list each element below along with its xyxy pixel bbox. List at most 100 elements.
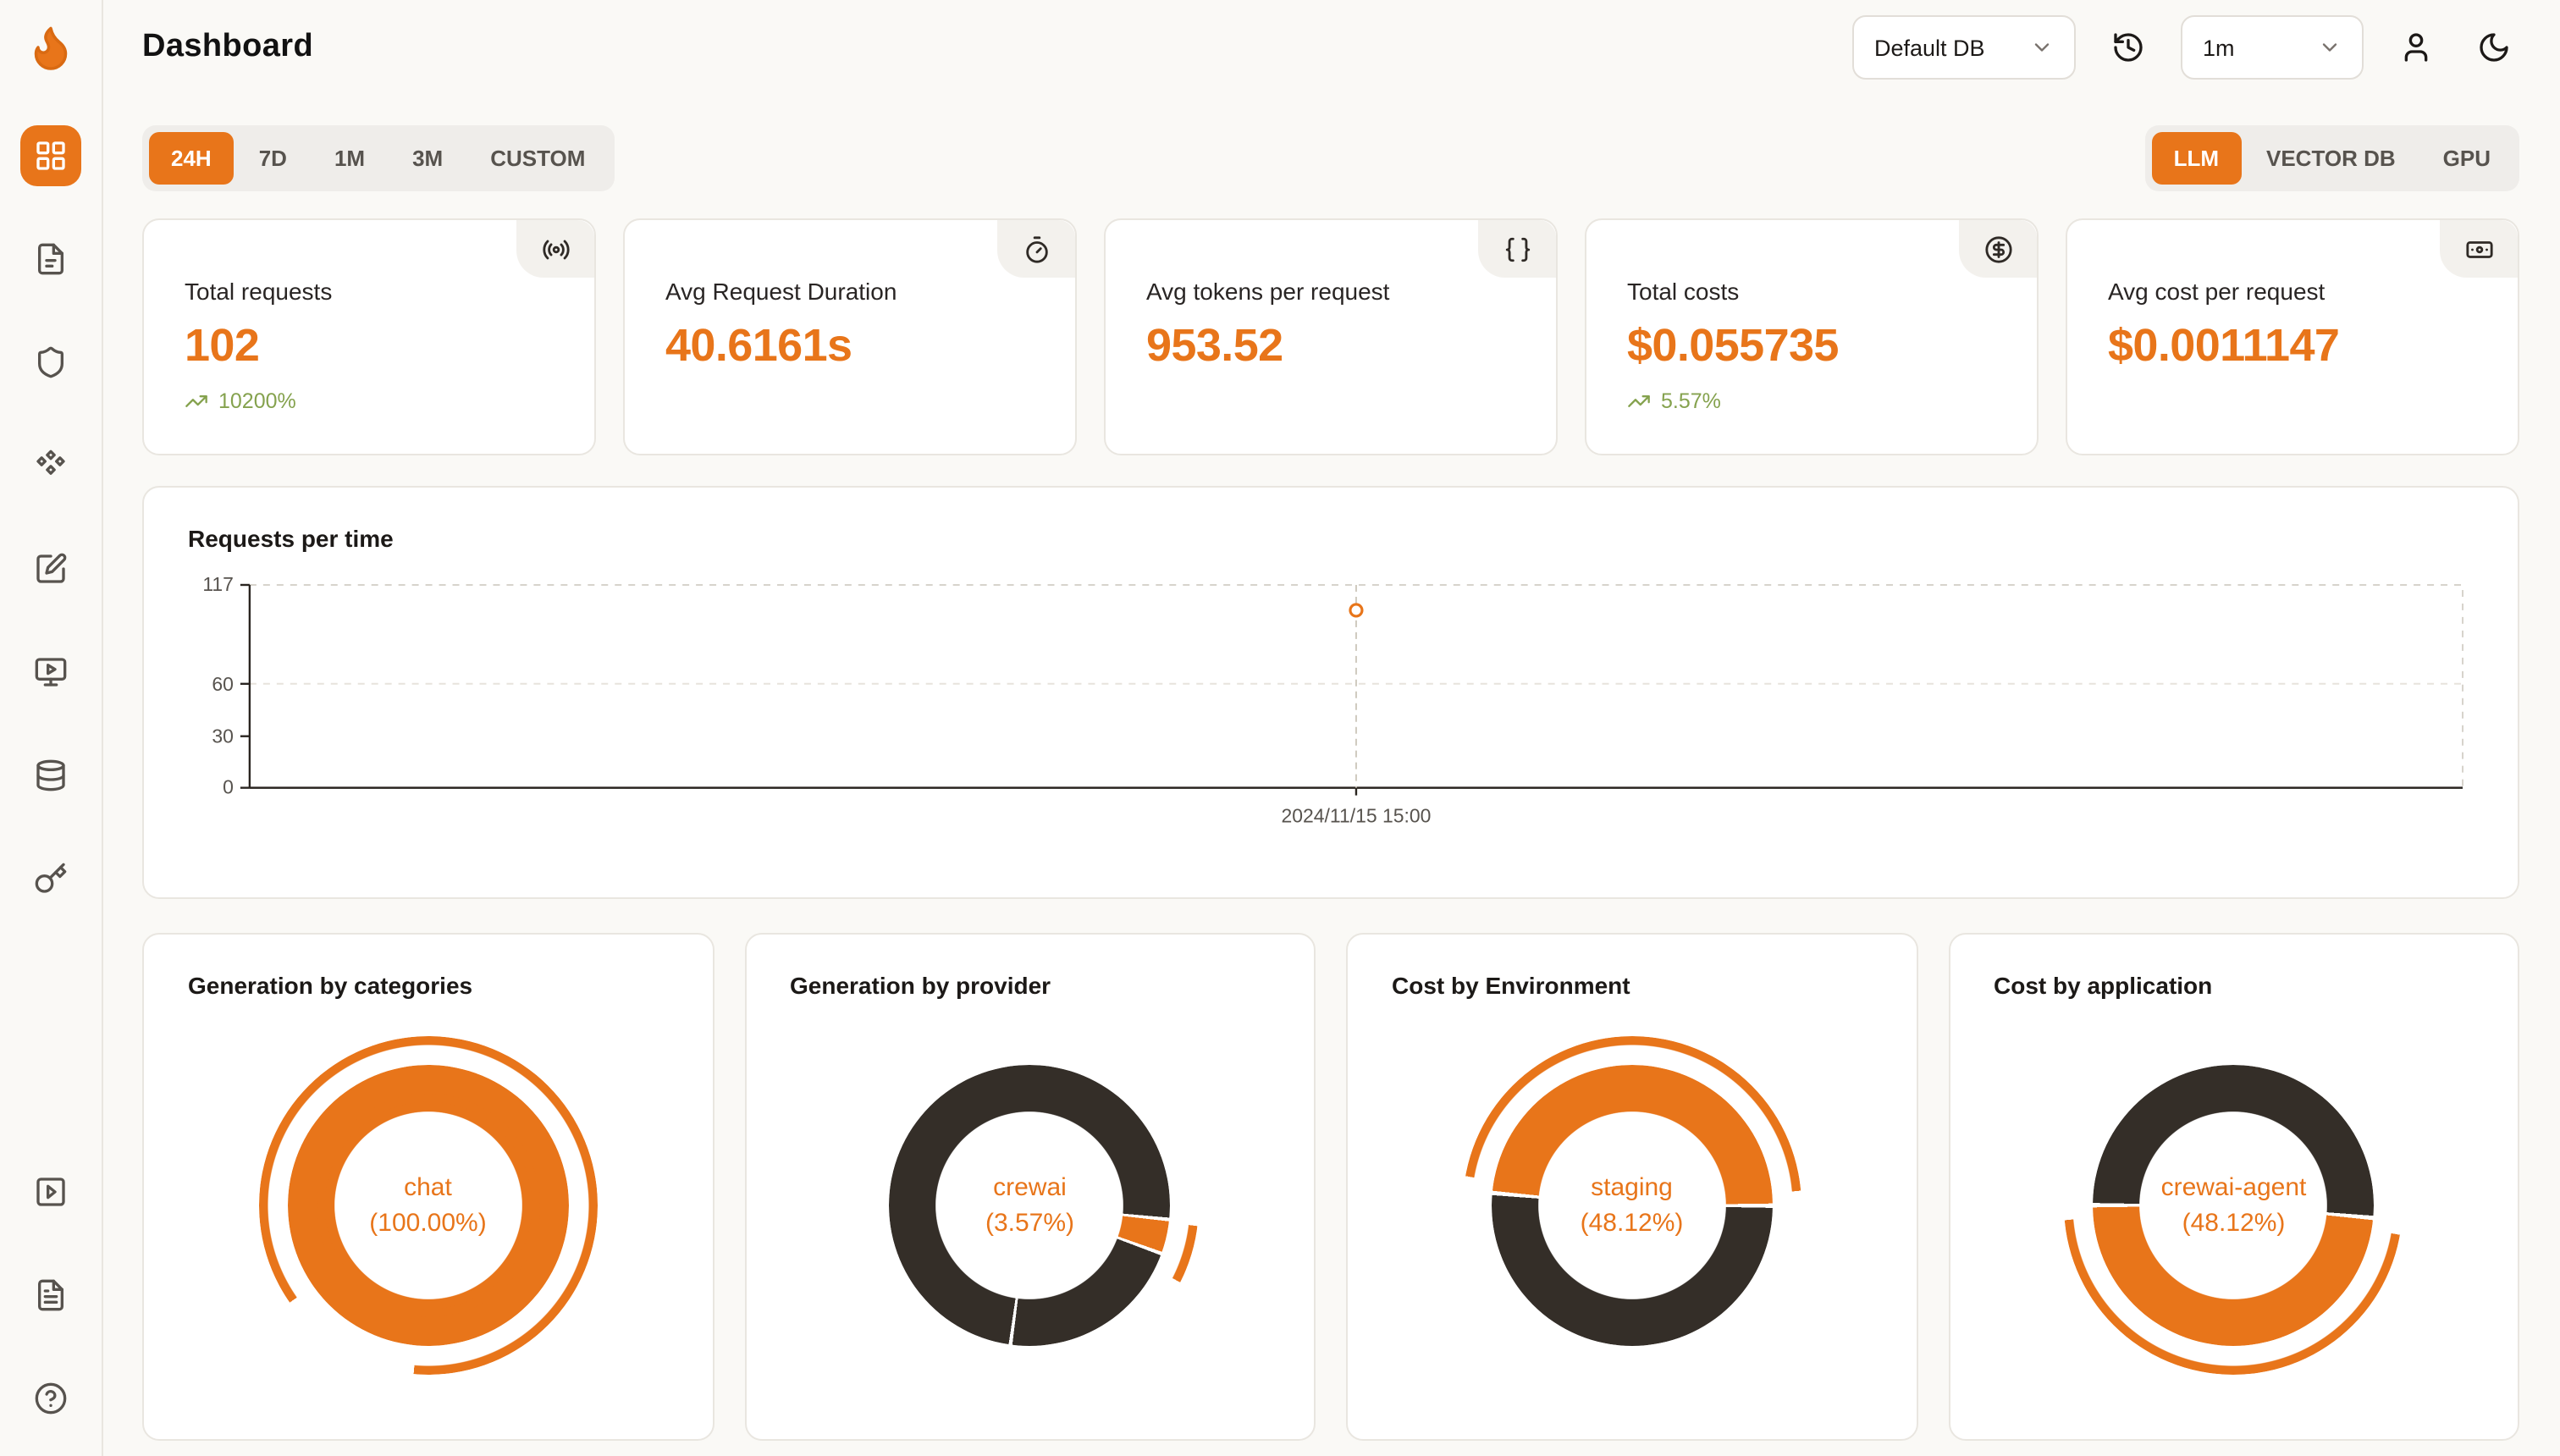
user-menu-button[interactable]: [2391, 22, 2441, 73]
sidebar-item-docs[interactable]: [20, 1265, 81, 1326]
donut-label-name: crewai: [993, 1173, 1067, 1202]
trending-up-icon: [1628, 395, 1650, 407]
card-title: Generation by provider: [790, 972, 1051, 999]
stats-row: Total requests 102 10200% Avg Request Du…: [142, 218, 2519, 455]
stat-delta-value: 5.57%: [1661, 389, 1721, 413]
tab-7d[interactable]: 7D: [258, 146, 287, 171]
donut-ring[interactable]: [2093, 1065, 2375, 1346]
stat-label: Total requests: [185, 278, 333, 305]
stat-label: Total costs: [1627, 278, 1740, 305]
donut-label-name: chat: [404, 1173, 452, 1202]
donut-label-name: staging: [1591, 1173, 1673, 1202]
stat-card-total-costs: Total costs $0.055735 5.57%: [1585, 218, 2039, 455]
y-tick-label: 30: [212, 725, 234, 747]
shield-icon: [38, 346, 64, 378]
file-request-icon: [38, 243, 64, 275]
chart-title: Requests per time: [188, 525, 394, 552]
stat-value: 40.6161s: [665, 320, 852, 371]
cost-by-application-card: Cost by application crewai-agent (48.12%…: [1948, 933, 2519, 1441]
radio-icon: [516, 220, 594, 278]
stat-value: 102: [185, 320, 260, 371]
donut-center-label: crewai (3.57%): [861, 1036, 1200, 1375]
layout-grid-icon: [36, 141, 65, 170]
square-play-icon: [36, 1177, 65, 1206]
generation-by-categories-card: Generation by categories chat (100.00%): [142, 933, 714, 1441]
database-icon: [36, 759, 65, 791]
donut-chart-categories: chat (100.00%): [258, 1036, 598, 1375]
stat-card-avg-cost: Avg cost per request $0.0011147: [2066, 218, 2519, 455]
donut-center-label: crewai-agent (48.12%): [2065, 1036, 2403, 1375]
stat-card-total-requests: Total requests 102 10200%: [142, 218, 596, 455]
sidebar-item-support[interactable]: [20, 1368, 81, 1429]
y-tick-label: 0: [223, 776, 234, 798]
donut-inner-arc: [316, 1094, 540, 1317]
file-text-icon: [38, 1279, 64, 1311]
refresh-interval-select[interactable]: 1m: [2181, 15, 2364, 80]
sidebar-item-exceptions[interactable]: [20, 332, 81, 393]
tab-1m[interactable]: 1M: [334, 146, 366, 171]
user-icon: [2404, 33, 2428, 62]
donut-ring[interactable]: [889, 1065, 1171, 1346]
stat-label: Avg tokens per request: [1146, 278, 1390, 305]
donut-center-label: staging (48.12%): [1463, 1036, 1801, 1375]
requests-per-time-card: Requests per time 117 60 30 0: [142, 486, 2519, 899]
chevron-down-icon: [2030, 36, 2054, 59]
sidebar: [0, 0, 103, 1456]
stat-label: Avg cost per request: [2108, 278, 2326, 305]
sidebar-item-api-keys[interactable]: [20, 848, 81, 909]
timer-icon: [997, 220, 1075, 278]
database-select[interactable]: Default DB: [1852, 15, 2076, 80]
sidebar-bottom-nav: [20, 1161, 81, 1456]
donut-ring[interactable]: [1491, 1065, 1773, 1346]
database-select-value: Default DB: [1874, 35, 1985, 60]
y-tick-label: 60: [212, 673, 234, 695]
generation-by-provider-card: Generation by provider crewai (3.57%): [744, 933, 1316, 1441]
donut-chart-environment: staging (48.12%): [1462, 1036, 1801, 1375]
mode-tabs: LLM VECTOR DB GPU: [2144, 125, 2519, 191]
tab-vector-db[interactable]: VECTOR DB: [2266, 146, 2396, 171]
donut-center-label: chat (100.00%): [259, 1036, 598, 1375]
time-range-tabs: 24H 7D 1M 3M CUSTOM: [142, 125, 615, 191]
header-controls: Default DB 1m: [1852, 15, 2519, 80]
circle-dollar-icon: [1959, 220, 2037, 278]
sidebar-item-playground[interactable]: [20, 642, 81, 703]
donut-label-percent: (3.57%): [985, 1209, 1075, 1238]
tab-gpu[interactable]: GPU: [2442, 146, 2491, 171]
donut-label-percent: (100.00%): [369, 1209, 487, 1238]
donut-charts-row: Generation by categories chat (100.00%) …: [142, 933, 2519, 1441]
tab-3m[interactable]: 3M: [412, 146, 444, 171]
app-logo[interactable]: [25, 0, 76, 95]
sidebar-item-getting-started[interactable]: [20, 1161, 81, 1222]
braces-icon: [1478, 220, 1556, 278]
y-tick-label: 117: [202, 573, 234, 595]
circle-help-icon: [35, 1382, 67, 1415]
data-point-marker[interactable]: [1349, 603, 1364, 618]
sidebar-item-dashboard[interactable]: [20, 125, 81, 186]
card-title: Generation by categories: [188, 972, 473, 999]
sidebar-item-databases[interactable]: [20, 745, 81, 806]
trending-up-icon: [185, 395, 207, 407]
donut-label-percent: (48.12%): [1580, 1209, 1684, 1238]
key-icon: [35, 863, 67, 893]
dark-mode-toggle[interactable]: [2469, 22, 2519, 73]
flame-logo-icon: [34, 26, 68, 70]
donut-chart-provider: crewai (3.57%): [860, 1036, 1200, 1375]
sidebar-item-requests[interactable]: [20, 229, 81, 290]
page-title: Dashboard: [142, 29, 314, 64]
component-icon: [36, 449, 65, 475]
tab-llm[interactable]: LLM: [2151, 132, 2241, 185]
refresh-interval-value: 1m: [2203, 35, 2235, 60]
donut-label-name: crewai-agent: [2160, 1173, 2307, 1202]
tab-custom[interactable]: CUSTOM: [490, 146, 586, 171]
stat-value: $0.0011147: [2108, 320, 2340, 371]
sidebar-item-evaluations[interactable]: [20, 538, 81, 599]
toolbar: 24H 7D 1M 3M CUSTOM LLM VECTOR DB GPU: [142, 125, 2519, 191]
stat-card-avg-tokens: Avg tokens per request 953.52: [1104, 218, 1558, 455]
stat-label: Avg Request Duration: [665, 278, 897, 305]
sidebar-item-prompts[interactable]: [20, 435, 81, 496]
refresh-history-button[interactable]: [2103, 22, 2154, 73]
tab-24h[interactable]: 24H: [149, 132, 234, 185]
stat-delta-value: 10200%: [218, 389, 296, 413]
requests-line-chart[interactable]: 117 60 30 0 2024/11/15 15:00: [188, 572, 2474, 840]
